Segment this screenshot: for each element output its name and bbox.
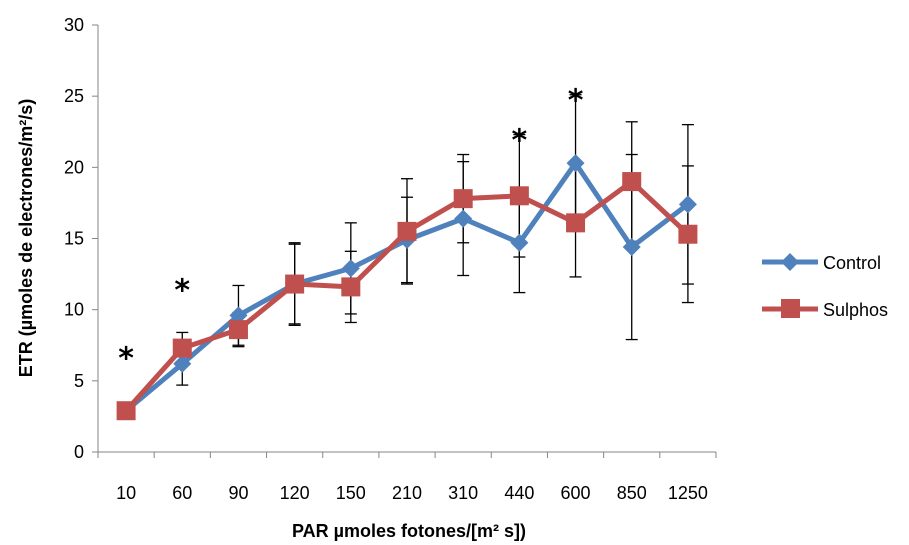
x-tick-label: 150 — [336, 483, 366, 503]
x-axis-title: PAR µmoles fotones/[m² s]) — [292, 521, 526, 541]
series-markers — [116, 154, 698, 421]
y-tick-label: 0 — [74, 442, 84, 462]
x-tick-label: 60 — [172, 483, 192, 503]
significance-star: * — [118, 341, 134, 376]
data-point-sulphos — [678, 224, 698, 244]
significance-star: * — [174, 273, 190, 308]
legend-marker-sulphos — [781, 299, 800, 318]
y-axis-title: ETR (µmoles de electrones/m²/s) — [16, 99, 36, 377]
data-point-sulphos — [116, 401, 136, 421]
y-tick-label: 20 — [64, 157, 84, 177]
data-point-control — [173, 354, 192, 373]
data-point-sulphos — [622, 172, 642, 192]
data-point-sulphos — [285, 274, 305, 294]
data-point-sulphos — [453, 189, 473, 209]
x-tick-label: 120 — [280, 483, 310, 503]
data-point-sulphos — [172, 338, 192, 358]
data-point-sulphos — [228, 320, 248, 340]
x-tick-label: 1250 — [668, 483, 708, 503]
data-point-sulphos — [509, 186, 529, 206]
x-tick-label: 600 — [561, 483, 591, 503]
x-tick-label: 10 — [116, 483, 136, 503]
y-tick-label: 15 — [64, 229, 84, 249]
x-tick-label: 440 — [504, 483, 534, 503]
significance-star: * — [512, 124, 528, 159]
data-point-control — [454, 209, 473, 228]
data-point-control — [229, 306, 248, 325]
data-point-sulphos — [341, 277, 361, 297]
error-bars — [120, 94, 694, 416]
data-point-sulphos — [566, 213, 586, 233]
significance-markers: * * * * — [118, 84, 583, 377]
legend-label-control: Control — [823, 253, 881, 273]
legend-label-sulphos: Sulphos — [823, 300, 888, 320]
x-tick-label: 310 — [448, 483, 478, 503]
y-tick-label: 5 — [74, 371, 84, 391]
y-tick-label: 10 — [64, 300, 84, 320]
y-tick-label: 30 — [64, 15, 84, 35]
data-point-control — [678, 195, 697, 214]
tick-labels: 0 5 10 15 20 25 30 10 60 90 120 150 210 310 440 600 850 1… — [64, 15, 708, 503]
x-tick-label: 850 — [617, 483, 647, 503]
x-tick-label: 210 — [392, 483, 422, 503]
data-point-control — [510, 233, 529, 252]
data-point-control — [622, 238, 641, 257]
legend-marker-control — [781, 253, 799, 271]
significance-star: * — [568, 84, 584, 119]
data-point-control — [566, 154, 585, 173]
x-tick-label: 90 — [228, 483, 248, 503]
data-point-control — [341, 259, 360, 278]
data-point-sulphos — [397, 221, 417, 241]
legend: Control Sulphos — [762, 253, 888, 320]
axes — [92, 24, 717, 458]
y-tick-label: 25 — [64, 86, 84, 106]
